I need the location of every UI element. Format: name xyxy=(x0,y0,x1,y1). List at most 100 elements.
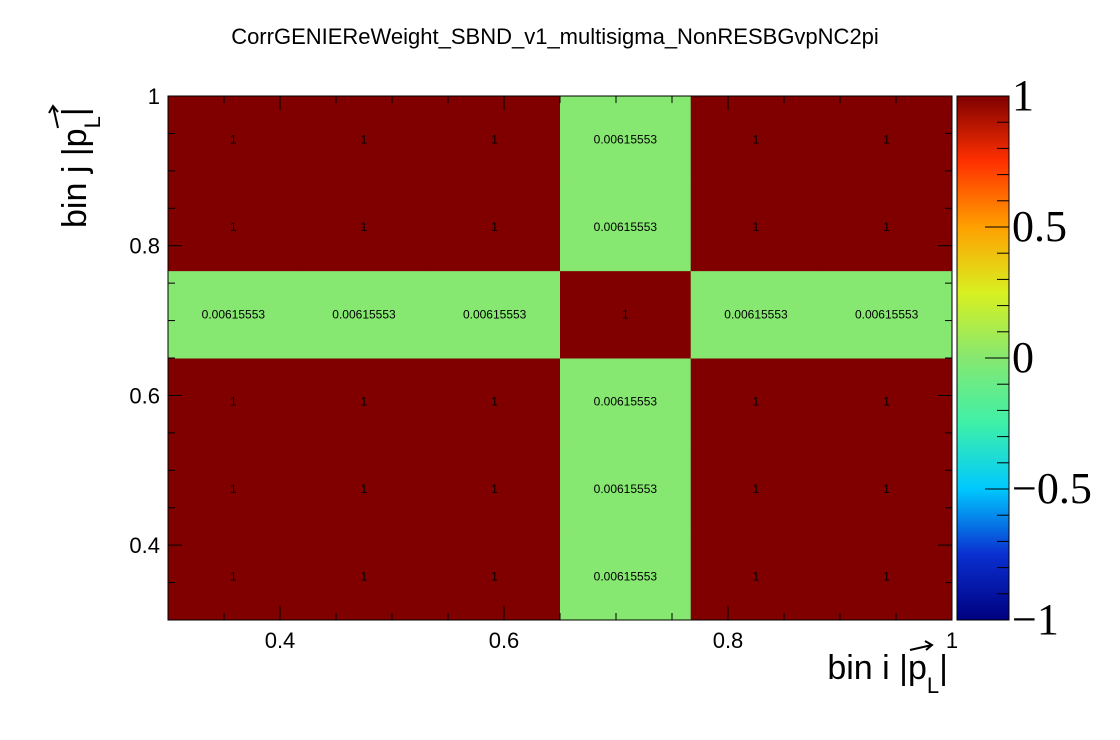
color-scale-tick-label: 1 xyxy=(1012,71,1034,120)
cell-value-label: 0.00615553 xyxy=(463,307,527,321)
y-axis-title-symbol: p xyxy=(56,128,94,147)
cell-value-label: 1 xyxy=(361,220,368,234)
heatmap-cell xyxy=(560,532,692,621)
heatmap-cell xyxy=(168,270,300,359)
svg-text:bin i |pL|: bin i |pL| xyxy=(827,649,948,698)
cell-value-label: 1 xyxy=(491,482,498,496)
heatmap-cell xyxy=(560,270,692,359)
cell-value-label: 0.00615553 xyxy=(202,307,266,321)
y-tick-label: 0.4 xyxy=(129,533,160,558)
x-axis-vector-arrow xyxy=(909,640,934,651)
heatmap-cell xyxy=(298,445,430,534)
x-tick-label: 0.4 xyxy=(265,628,296,653)
heatmap-cells xyxy=(168,96,953,621)
cell-value-label: 1 xyxy=(883,395,890,409)
heatmap-cell xyxy=(690,358,822,446)
heatmap-cell xyxy=(168,358,300,446)
heatmap-cell xyxy=(821,270,953,359)
heatmap-cell xyxy=(429,358,561,446)
y-axis-vector-arrow xyxy=(48,104,59,129)
cell-value-label: 1 xyxy=(230,133,237,147)
color-scale-tick-label: 0.5 xyxy=(1012,202,1067,251)
y-tick-label: 1 xyxy=(148,84,160,109)
heatmap-cell xyxy=(560,445,692,534)
cell-value-label: 1 xyxy=(622,307,629,321)
cell-value-label: 0.00615553 xyxy=(724,307,788,321)
cell-value-label: 1 xyxy=(230,395,237,409)
y-axis: 0.4 0.6 0.8 1 xyxy=(129,84,952,621)
cell-value-label: 1 xyxy=(883,220,890,234)
heatmap-cell xyxy=(821,358,953,446)
heatmap-cell xyxy=(821,532,953,621)
cell-value-label: 1 xyxy=(361,482,368,496)
heatmap-cell xyxy=(429,270,561,359)
heatmap-cell xyxy=(560,358,692,446)
y-axis-title-subscript: L xyxy=(80,116,105,128)
heatmap-cell xyxy=(168,183,300,272)
color-scale-axis: 1 0.5 0 −0.5 −1 xyxy=(985,71,1092,644)
cell-value-label: 0.00615553 xyxy=(332,307,396,321)
heatmap-cell xyxy=(821,445,953,534)
cell-value-label: 1 xyxy=(361,569,368,583)
x-axis-title-subscript: L xyxy=(927,673,939,698)
cell-value-label: 1 xyxy=(361,395,368,409)
cell-value-label: 1 xyxy=(230,220,237,234)
cell-value-label: 1 xyxy=(491,133,498,147)
cell-value-label: 1 xyxy=(361,133,368,147)
heatmap-cell xyxy=(429,183,561,272)
heatmap-cell xyxy=(690,532,822,621)
heatmap-cell xyxy=(821,96,953,184)
x-axis: 0.4 0.6 0.8 1 xyxy=(167,96,958,653)
heatmap-cell xyxy=(821,183,953,272)
y-tick-label: 0.8 xyxy=(129,234,160,259)
y-axis-title: bin j |pL| xyxy=(48,104,105,228)
heatmap-cell xyxy=(429,445,561,534)
heatmap-cell xyxy=(168,96,300,184)
cell-value-label: 1 xyxy=(753,220,760,234)
heatmap-cell xyxy=(298,96,430,184)
heatmap-cell xyxy=(298,183,430,272)
y-axis-title-end: | xyxy=(56,107,94,116)
heatmap-cell xyxy=(298,532,430,621)
cell-value-label: 0.00615553 xyxy=(594,133,658,147)
heatmap-cell xyxy=(560,183,692,272)
heatmap-cell xyxy=(690,445,822,534)
heatmap-cell xyxy=(298,270,430,359)
heatmap-cell xyxy=(690,96,822,184)
heatmap-cell xyxy=(429,96,561,184)
cell-value-label: 0.00615553 xyxy=(594,395,658,409)
y-axis-title-text: bin j | xyxy=(56,147,94,228)
heatmap-cell xyxy=(168,532,300,621)
cell-value-label: 1 xyxy=(491,220,498,234)
cell-value-label: 1 xyxy=(230,569,237,583)
cell-value-label: 1 xyxy=(883,133,890,147)
heatmap-cell xyxy=(168,445,300,534)
color-scale-tick-label: 0 xyxy=(1012,333,1034,382)
y-tick-label: 0.6 xyxy=(129,383,160,408)
chart-title: CorrGENIEReWeight_SBND_v1_multisigma_Non… xyxy=(231,24,879,49)
svg-text:bin j |pL|: bin j |pL| xyxy=(56,107,105,228)
cell-value-label: 0.00615553 xyxy=(594,569,658,583)
heatmap-cell xyxy=(690,183,822,272)
x-axis-title-text: bin i | xyxy=(827,649,908,687)
cell-value-label: 1 xyxy=(753,395,760,409)
cell-value-label: 0.00615553 xyxy=(594,220,658,234)
heatmap-cell xyxy=(560,96,692,184)
x-axis-title-symbol: p xyxy=(908,649,927,687)
cell-value-label: 1 xyxy=(753,569,760,583)
cell-value-label: 1 xyxy=(883,569,890,583)
cell-value-label: 1 xyxy=(230,482,237,496)
heatmap-cell-labels: 1 1 1 0.00615553 1 1 1 1 1 0.00615553 1 1 1 1 1 0.00615… xyxy=(202,133,919,584)
heatmap-cell xyxy=(690,270,822,359)
heatmap-cell xyxy=(298,358,430,446)
x-tick-label: 0.6 xyxy=(489,628,520,653)
cell-value-label: 1 xyxy=(491,395,498,409)
cell-value-label: 1 xyxy=(753,482,760,496)
x-tick-label: 0.8 xyxy=(713,628,744,653)
x-axis-title: bin i |pL| xyxy=(827,640,948,698)
cell-value-label: 1 xyxy=(491,569,498,583)
color-scale-tick-label: −0.5 xyxy=(1012,464,1092,513)
x-axis-title-end: | xyxy=(939,649,948,687)
cell-value-label: 1 xyxy=(753,133,760,147)
